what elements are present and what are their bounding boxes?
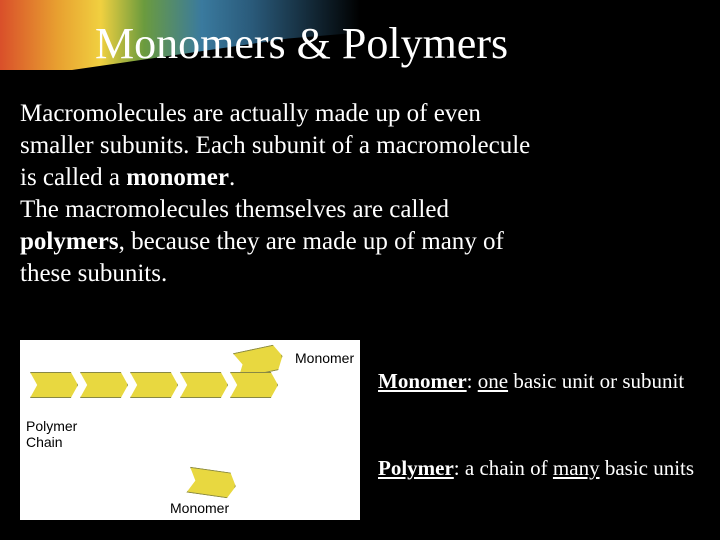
monomer-shape [230,372,278,398]
body-line3a: is called a [20,164,126,191]
monomer-shape-single-bottom [186,467,237,499]
monomer-shape [80,372,128,398]
body-line3b: . [229,164,235,191]
page-title: Monomers & Polymers [95,18,508,69]
term-polymer: polymers [20,228,119,255]
definition-polymer: Polymer: a chain of many basic units [378,455,708,481]
diagram-label-monomer-top: Monomer [295,350,354,366]
body-line2: smaller subunits. Each subunit of a macr… [20,132,530,159]
monomer-shape [130,372,178,398]
body-line6: these subunits. [20,260,167,287]
def-polymer-label: Polymer [378,456,454,480]
body-line5a: , because they are made up of many of [119,228,504,255]
def-polymer-many: many [553,456,600,480]
body-line1: Macromolecules are actually made up of e… [20,100,481,127]
diagram-label-polymer-l2: Chain [26,434,63,450]
polymer-diagram: Monomer Polymer Chain Monomer [20,340,360,520]
def-monomer-label: Monomer [378,369,467,393]
diagram-label-monomer-bottom: Monomer [170,500,229,516]
def-monomer-one: one [478,369,508,393]
def-monomer-rest: basic unit or subunit [508,369,684,393]
diagram-label-polymer-l1: Polymer [26,418,77,434]
body-line4: The macromolecules themselves are called [20,196,449,223]
def-polymer-mid: : a chain of [454,456,553,480]
body-paragraph: Macromolecules are actually made up of e… [20,98,680,290]
def-polymer-rest: basic units [600,456,695,480]
def-monomer-mid: : [467,369,478,393]
monomer-shape [30,372,78,398]
diagram-label-polymer: Polymer Chain [26,418,77,450]
monomer-shape [180,372,228,398]
polymer-chain [30,372,278,398]
definition-monomer: Monomer: one basic unit or subunit [378,368,708,394]
term-monomer: monomer [126,164,229,191]
